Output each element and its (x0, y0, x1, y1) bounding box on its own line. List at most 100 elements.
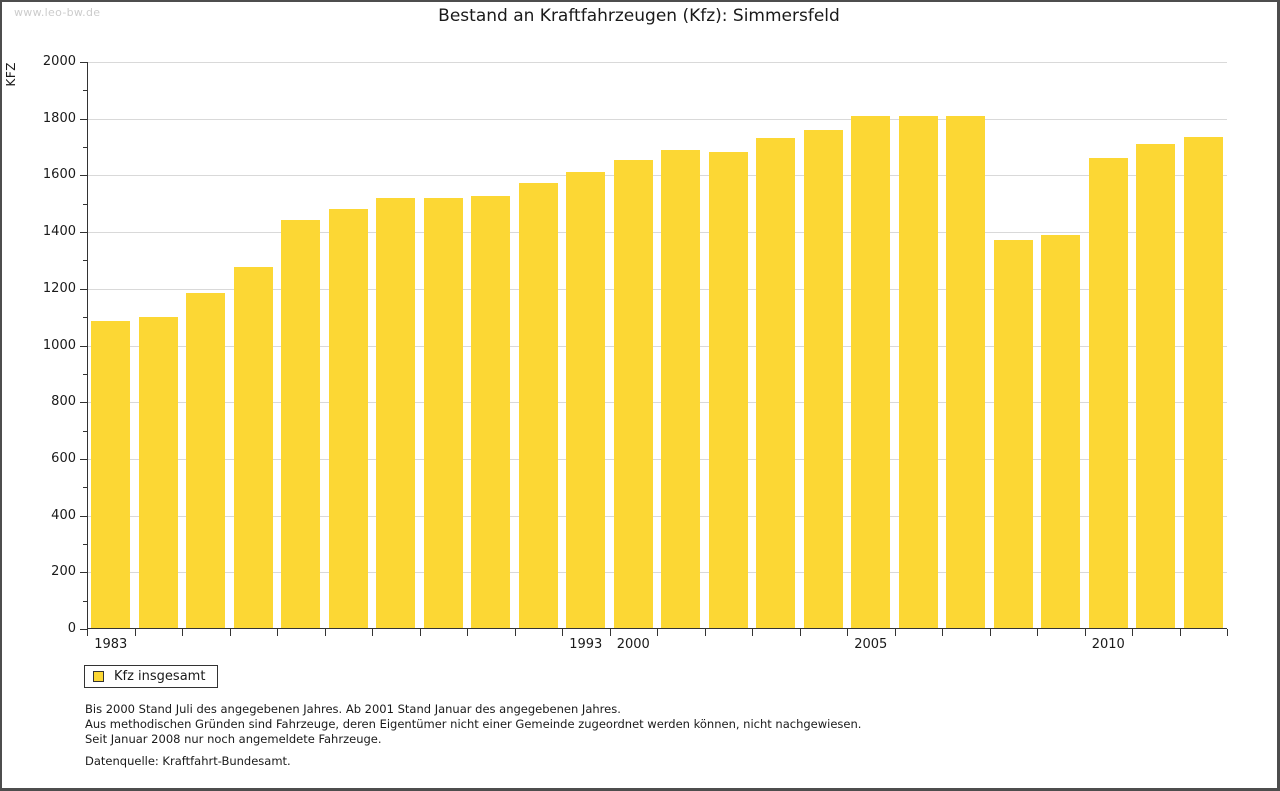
y-axis-tick-label: 1200 (42, 280, 76, 296)
x-axis-tick-label: 1983 (94, 637, 128, 652)
y-axis-tick (80, 402, 87, 404)
x-axis-tick (134, 629, 136, 636)
y-axis-tick (80, 458, 87, 460)
legend-swatch-kfz-insgesamt (93, 671, 104, 682)
bar[interactable] (233, 266, 273, 629)
bar[interactable] (1183, 137, 1223, 629)
bar[interactable] (1088, 158, 1128, 629)
footnote-line-2: Aus methodischen Gründen sind Fahrzeuge,… (85, 717, 862, 731)
y-axis-tick (80, 572, 87, 574)
bar[interactable] (91, 320, 131, 629)
y-axis-tick-label: 400 (51, 507, 76, 523)
y-axis-minor-tick (83, 90, 87, 92)
x-axis-tick (467, 629, 468, 636)
data-source: Datenquelle: Kraftfahrt-Bundesamt. (85, 754, 291, 768)
y-axis-tick (80, 118, 87, 120)
bar[interactable] (518, 182, 558, 629)
gridline (87, 118, 1227, 120)
y-axis-minor-tick (83, 203, 87, 205)
footnote-line-1: Bis 2000 Stand Juli des angegebenen Jahr… (85, 702, 621, 716)
bar[interactable] (423, 197, 463, 629)
legend[interactable]: Kfz insgesamt (84, 665, 219, 688)
bar[interactable] (281, 219, 321, 629)
bar[interactable] (376, 197, 416, 629)
gridline (87, 175, 1227, 177)
y-axis-tick-label: 1800 (42, 110, 76, 126)
y-axis-minor-tick (83, 487, 87, 489)
bar[interactable] (946, 116, 986, 629)
bar[interactable] (471, 195, 511, 629)
x-axis-tick (847, 629, 848, 636)
bar[interactable] (708, 152, 748, 629)
y-axis-tick-label: 2000 (42, 54, 76, 69)
plot-frame (87, 62, 1227, 629)
x-axis-tick (372, 629, 373, 636)
footnotes: Bis 2000 Stand Juli des angegebenen Jahr… (85, 702, 861, 747)
gridline (87, 62, 1227, 63)
bar[interactable] (993, 240, 1033, 629)
bar[interactable] (186, 292, 226, 629)
watermark: www.leo-bw.de (14, 6, 101, 19)
bar[interactable] (756, 138, 796, 629)
gridline (87, 458, 1227, 460)
x-axis-tick (989, 629, 991, 636)
x-axis-tick (1227, 629, 1228, 636)
bar[interactable] (803, 130, 843, 629)
x-axis-tick (419, 629, 421, 636)
x-axis-tick-label: 2005 (854, 637, 888, 652)
x-axis-tick (704, 629, 706, 636)
bar[interactable] (1136, 143, 1176, 629)
gridline (87, 402, 1227, 404)
gridline (87, 345, 1227, 347)
x-axis-tick (1179, 629, 1181, 636)
x-axis-tick (894, 629, 896, 636)
y-axis-tick-label: 0 (67, 621, 76, 636)
gridline (87, 232, 1227, 234)
y-axis-tick (80, 62, 87, 63)
y-axis-minor-tick (83, 543, 87, 545)
x-axis-tick (229, 629, 231, 636)
y-axis-minor-tick (83, 317, 87, 319)
y-axis-minor-tick (83, 600, 87, 602)
x-axis-tick (799, 629, 801, 636)
y-axis-tick-label: 800 (51, 394, 76, 410)
bar[interactable] (661, 149, 701, 629)
y-axis-tick-label: 600 (51, 450, 76, 466)
y-axis-title: KFZ (4, 62, 18, 87)
footnote-line-3: Seit Januar 2008 nur noch angemeldete Fa… (85, 732, 382, 746)
x-axis-tick (1037, 629, 1038, 636)
y-axis-tick-label: 1600 (42, 167, 76, 183)
x-axis-tick (657, 629, 658, 636)
x-axis-tick-label: 2010 (1091, 637, 1125, 652)
y-axis-tick (80, 629, 87, 630)
gridline (87, 288, 1227, 290)
x-axis-tick (562, 629, 563, 636)
x-axis-tick-label: 1993 (569, 637, 603, 652)
x-axis-tick-label: 2000 (616, 637, 650, 652)
bar[interactable] (851, 116, 891, 629)
bar[interactable] (898, 115, 938, 629)
x-axis-tick (277, 629, 278, 636)
y-axis-tick (80, 345, 87, 347)
bar[interactable] (1041, 234, 1081, 629)
y-axis-tick (80, 175, 87, 177)
bar[interactable] (138, 316, 178, 629)
y-axis-minor-tick (83, 147, 87, 149)
y-axis-minor-tick (83, 260, 87, 262)
page-title: Bestand an Kraftfahrzeugen (Kfz): Simmer… (438, 6, 840, 26)
y-axis-tick (80, 515, 87, 517)
plot-area: 0 200 400 600 800 1000 1200 1400 1600 1800 2000 19… (43, 55, 1228, 651)
bar[interactable] (566, 172, 606, 629)
x-axis-tick (182, 629, 183, 636)
y-axis-tick-label: 1000 (42, 337, 76, 353)
bar[interactable] (328, 208, 368, 629)
gridline (87, 572, 1227, 574)
y-axis-tick-label: 200 (51, 564, 76, 580)
x-axis-tick (87, 629, 88, 636)
y-axis-minor-tick (83, 430, 87, 432)
y-axis-tick-label: 1400 (42, 224, 76, 240)
bar[interactable] (613, 159, 653, 629)
x-axis-tick (609, 629, 611, 636)
x-axis-tick (514, 629, 516, 636)
